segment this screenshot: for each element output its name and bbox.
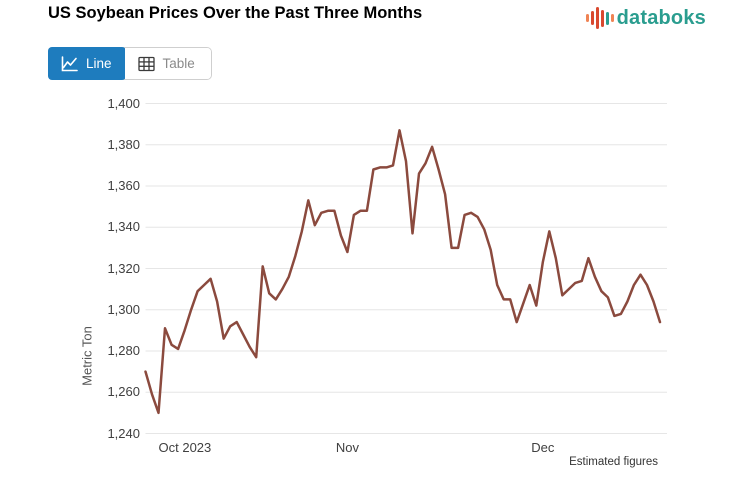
y-tick-label: 1,280 [107,343,140,358]
y-tick-label: 1,300 [107,301,140,317]
y-tick-label: 1,380 [107,136,140,152]
y-tick-label: 1,340 [107,219,140,235]
databoks-bars-icon [585,6,614,30]
y-tick-label: 1,400 [107,95,140,111]
line-view-button[interactable]: Line [48,47,126,80]
chart-view-toggle: Line Table [48,47,212,80]
x-tick-label: Oct 2023 [158,439,212,455]
x-tick-label: Nov [335,439,359,455]
line-chart-icon [61,55,78,71]
y-tick-label: 1,240 [107,425,140,441]
table-view-button[interactable]: Table [124,48,211,79]
x-tick-label: Dec [531,439,555,455]
y-tick-label: 1,360 [107,178,140,193]
databoks-logo-text: databoks [616,6,706,29]
databoks-logo[interactable]: databoks [585,6,706,30]
table-button-label: Table [162,56,195,71]
y-tick-label: 1,320 [107,260,140,276]
line-button-label: Line [86,56,112,71]
price-chart-svg [144,103,667,434]
table-grid-icon [137,56,155,71]
chart-area: Metric Ton Estimated figures 1,400 1,380 1… [0,88,753,498]
page-title: US Soybean Prices Over the Past Three Mo… [48,4,423,22]
soybean-price-line-series[interactable] [144,129,662,415]
estimated-figures-note: Estimated figures [569,456,658,468]
y-tick-label: 1,260 [107,384,140,400]
